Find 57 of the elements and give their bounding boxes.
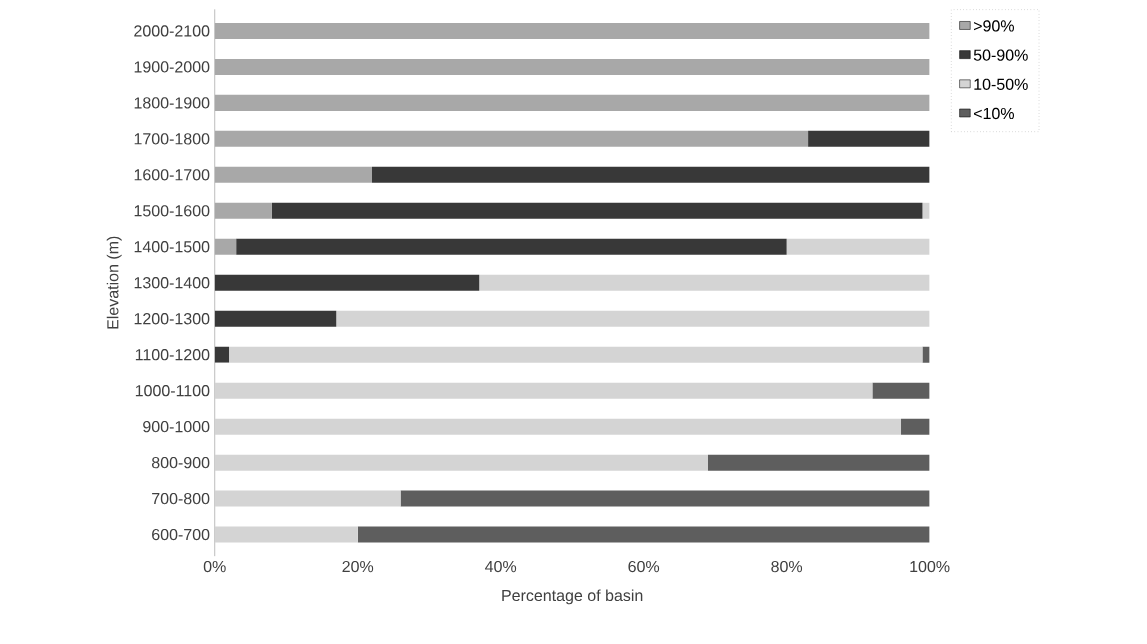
bar: [214, 238, 237, 255]
y-tick-label: 1800-1900: [134, 97, 210, 109]
bar: [214, 454, 708, 471]
legend-label: <10%: [973, 107, 1014, 120]
legend-label: 10-50%: [974, 78, 1028, 90]
y-tick-label: 1700-1800: [134, 133, 210, 145]
bar: [372, 166, 930, 183]
y-tick-label: 800-900: [151, 456, 210, 469]
bar: [214, 490, 401, 507]
y-tick-label: 1300-1400: [134, 277, 210, 289]
x-tick-label: 100%: [910, 560, 950, 573]
bar: [214, 310, 337, 327]
y-tick-label: 1500-1600: [134, 205, 210, 217]
x-tick-label: 40%: [485, 560, 517, 573]
y-tick-label: 1200-1300: [134, 312, 210, 325]
y-tick-label: 600-700: [152, 528, 210, 541]
y-axis-title: Elevation (m): [106, 236, 122, 329]
bar: [872, 382, 930, 399]
y-tick-label: 1100-1200: [135, 348, 210, 361]
bar: [214, 274, 480, 291]
bar: [214, 166, 372, 183]
bar: [214, 202, 272, 219]
bar: [808, 130, 930, 147]
y-tick-label: 1000-1100: [135, 384, 210, 397]
bar: [214, 94, 930, 111]
bar: [336, 310, 930, 327]
bar: [214, 346, 230, 363]
bar: [214, 58, 930, 75]
y-tick-label: 1900-2000: [134, 61, 210, 73]
bar: [214, 130, 809, 147]
bar: [214, 22, 930, 39]
bar: [479, 274, 930, 291]
bar: [357, 526, 930, 543]
x-tick-label: 80%: [771, 560, 803, 573]
legend-label: >90%: [973, 20, 1014, 32]
bar: [229, 346, 923, 363]
y-tick-label: 700-800: [152, 492, 210, 505]
bar: [214, 418, 902, 435]
bar: [214, 526, 358, 543]
x-tick-label: 60%: [628, 560, 660, 573]
bar: [922, 346, 930, 363]
bar: [271, 202, 923, 219]
y-tick-label: 1400-1500: [134, 241, 210, 253]
x-tick-label: 20%: [342, 560, 374, 573]
bar: [922, 202, 930, 219]
y-tick-label: 2000-2100: [134, 25, 210, 37]
bar: [708, 454, 930, 471]
bar: [400, 490, 930, 507]
bar: [901, 418, 930, 435]
bar: [786, 238, 930, 255]
x-axis-title: Percentage of basin: [502, 589, 643, 605]
legend-label: 50-90%: [973, 49, 1028, 61]
x-tick-label: 0%: [203, 560, 226, 573]
y-tick-label: 900-1000: [143, 420, 210, 433]
bar: [214, 382, 873, 399]
bar: [236, 238, 787, 255]
y-tick-label: 1600-1700: [134, 169, 210, 181]
